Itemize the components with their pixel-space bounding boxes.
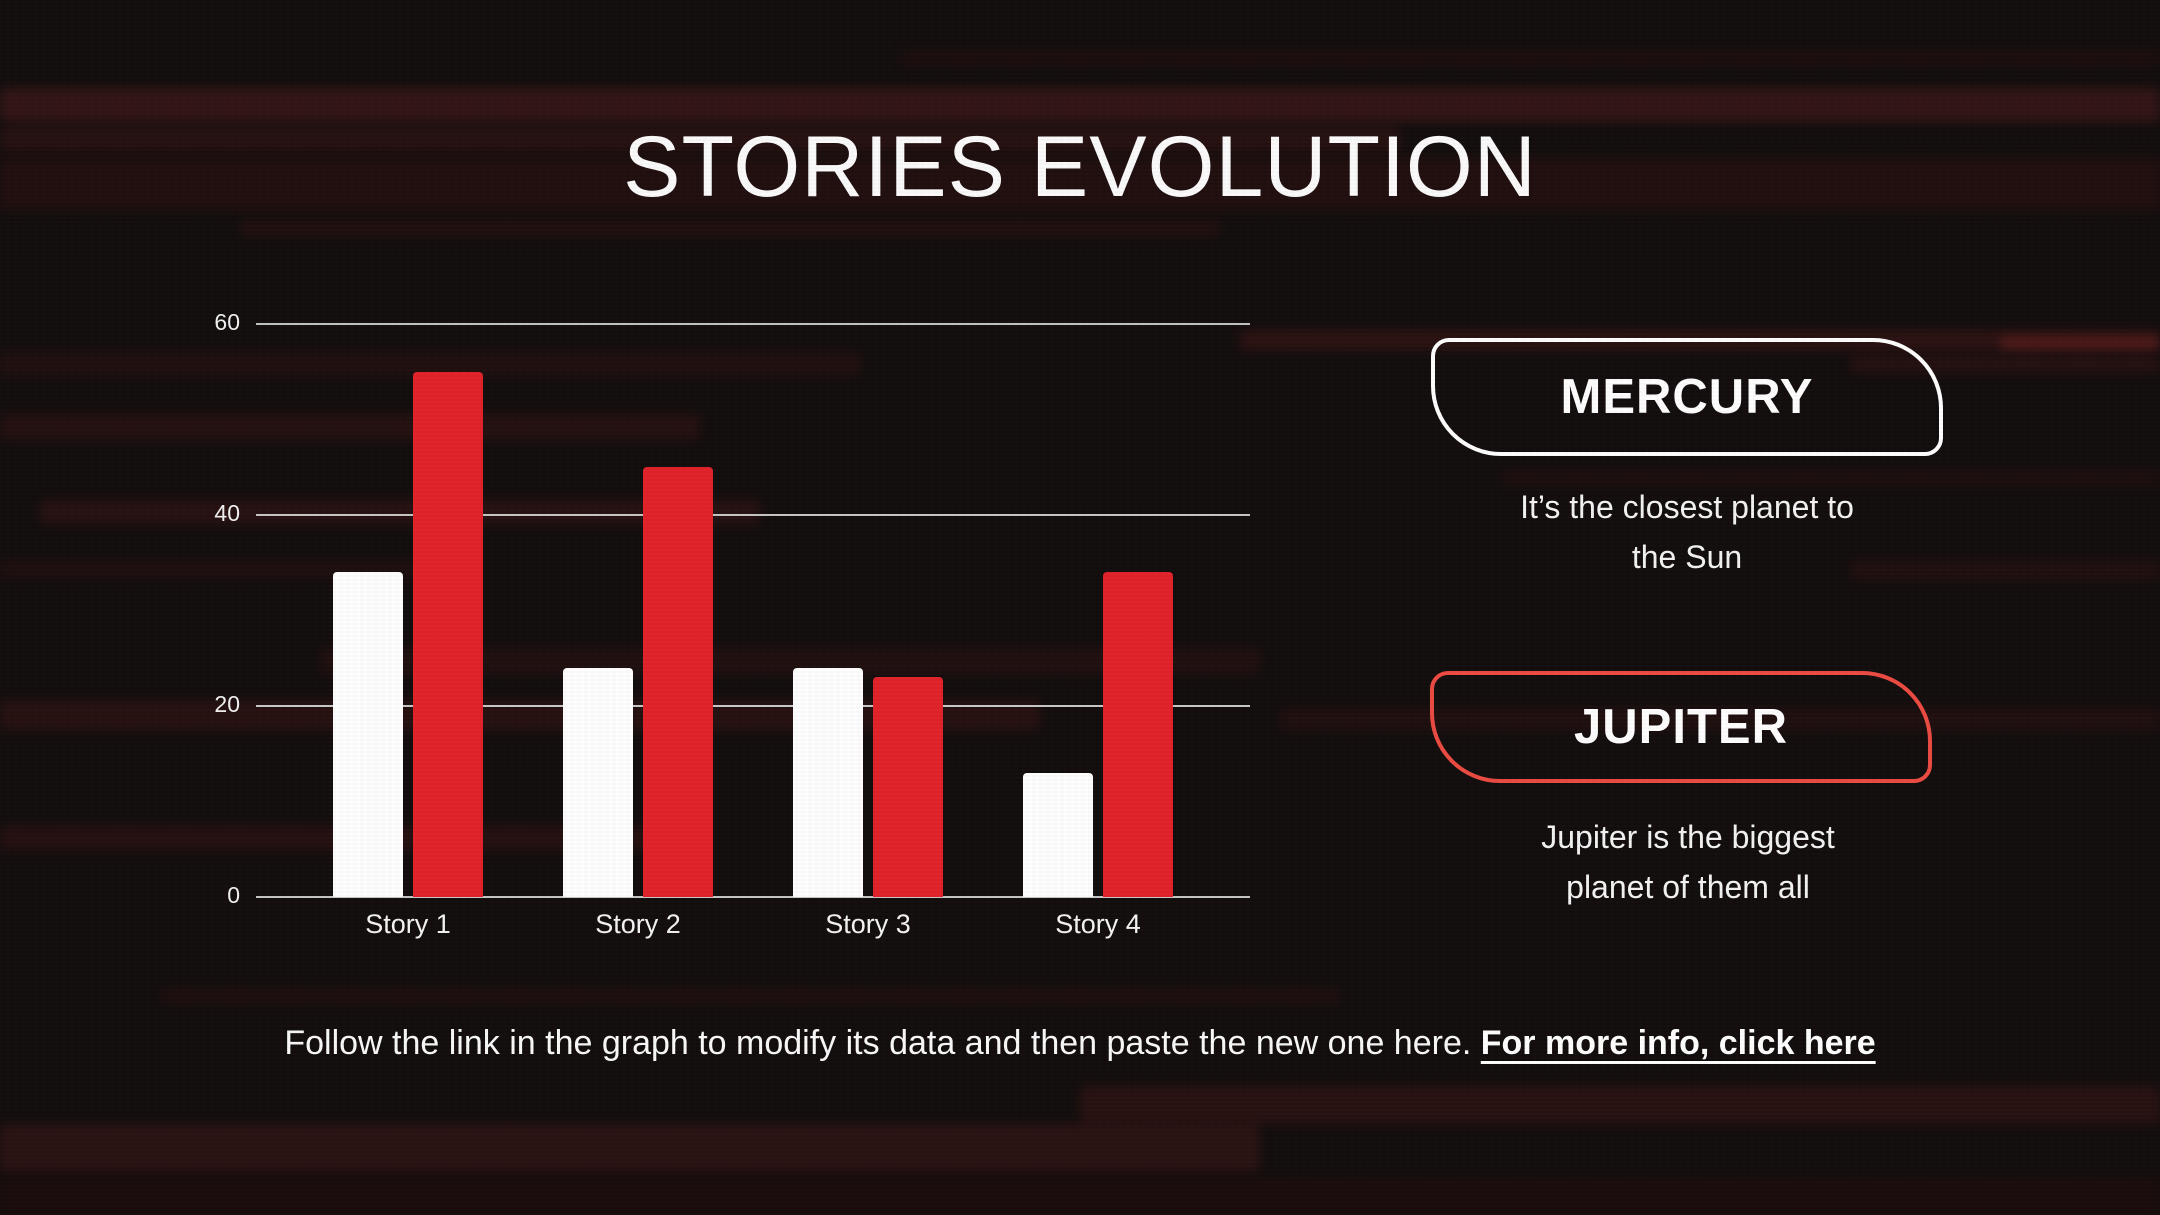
- mercury-description: It’s the closest planet to the Sun: [1520, 489, 1854, 575]
- jupiter-title: JUPITER: [1574, 700, 1788, 754]
- x-category-label: Story 1: [365, 909, 451, 939]
- glitch-streak: [0, 126, 1400, 152]
- glitch-streak: [0, 88, 2160, 122]
- glitch-streak: [0, 158, 2160, 210]
- bar-series-red-1: [413, 371, 483, 897]
- y-tick-label: 60: [214, 309, 240, 335]
- mercury-title: MERCURY: [1560, 370, 1814, 424]
- bar-series-red-4: [1103, 572, 1173, 897]
- glitch-streak: [0, 414, 700, 440]
- glitch-streak: [900, 50, 2160, 66]
- slide-title: STORIES EVOLUTION: [623, 119, 1537, 215]
- x-category-label: Story 2: [595, 909, 681, 939]
- glitch-streak: [0, 1178, 2160, 1215]
- gridline: [256, 896, 1250, 898]
- x-category-label: Story 3: [825, 909, 911, 939]
- y-tick-label: 40: [214, 500, 240, 526]
- bar-series-white-1: [333, 572, 403, 897]
- glitch-streak: [1850, 560, 2160, 580]
- gridline: [256, 323, 1250, 325]
- glitch-streak: [40, 500, 760, 524]
- jupiter-title-box: JUPITER: [1430, 671, 1932, 783]
- glitch-streak: [1500, 470, 2160, 486]
- y-tick-label: 0: [227, 882, 240, 908]
- gridline: [256, 705, 1250, 707]
- bar-series-red-2: [643, 467, 713, 897]
- bar-chart[interactable]: 0 20 40 60 Story 1 Story 2 Story 3 Story 4: [214, 309, 1250, 939]
- bar-series-white-4: [1023, 772, 1093, 897]
- bar-series-red-3: [873, 677, 943, 897]
- x-category-label: Story 4: [1055, 909, 1141, 939]
- footer-note: Follow the link in the graph to modify i…: [0, 1024, 2160, 1063]
- mercury-title-box: MERCURY: [1431, 338, 1943, 456]
- jupiter-description: Jupiter is the biggest planet of them al…: [1541, 819, 1835, 905]
- glitch-streak: [160, 988, 1340, 1004]
- bar-series-white-2: [563, 667, 633, 897]
- bar-series-white-3: [793, 667, 863, 897]
- gridline: [256, 514, 1250, 516]
- glitch-streak: [2000, 336, 2160, 350]
- y-tick-label: 20: [214, 691, 240, 717]
- glitch-streak: [1280, 708, 2160, 730]
- glitch-streak: [0, 826, 660, 850]
- glitch-streak: [240, 220, 1220, 236]
- footer-link[interactable]: For more info, click here: [1480, 1024, 1876, 1062]
- glitch-streak: [0, 1124, 1260, 1172]
- footer-text: Follow the link in the graph to modify i…: [284, 1024, 1481, 1062]
- glitch-streak: [1080, 1086, 2160, 1124]
